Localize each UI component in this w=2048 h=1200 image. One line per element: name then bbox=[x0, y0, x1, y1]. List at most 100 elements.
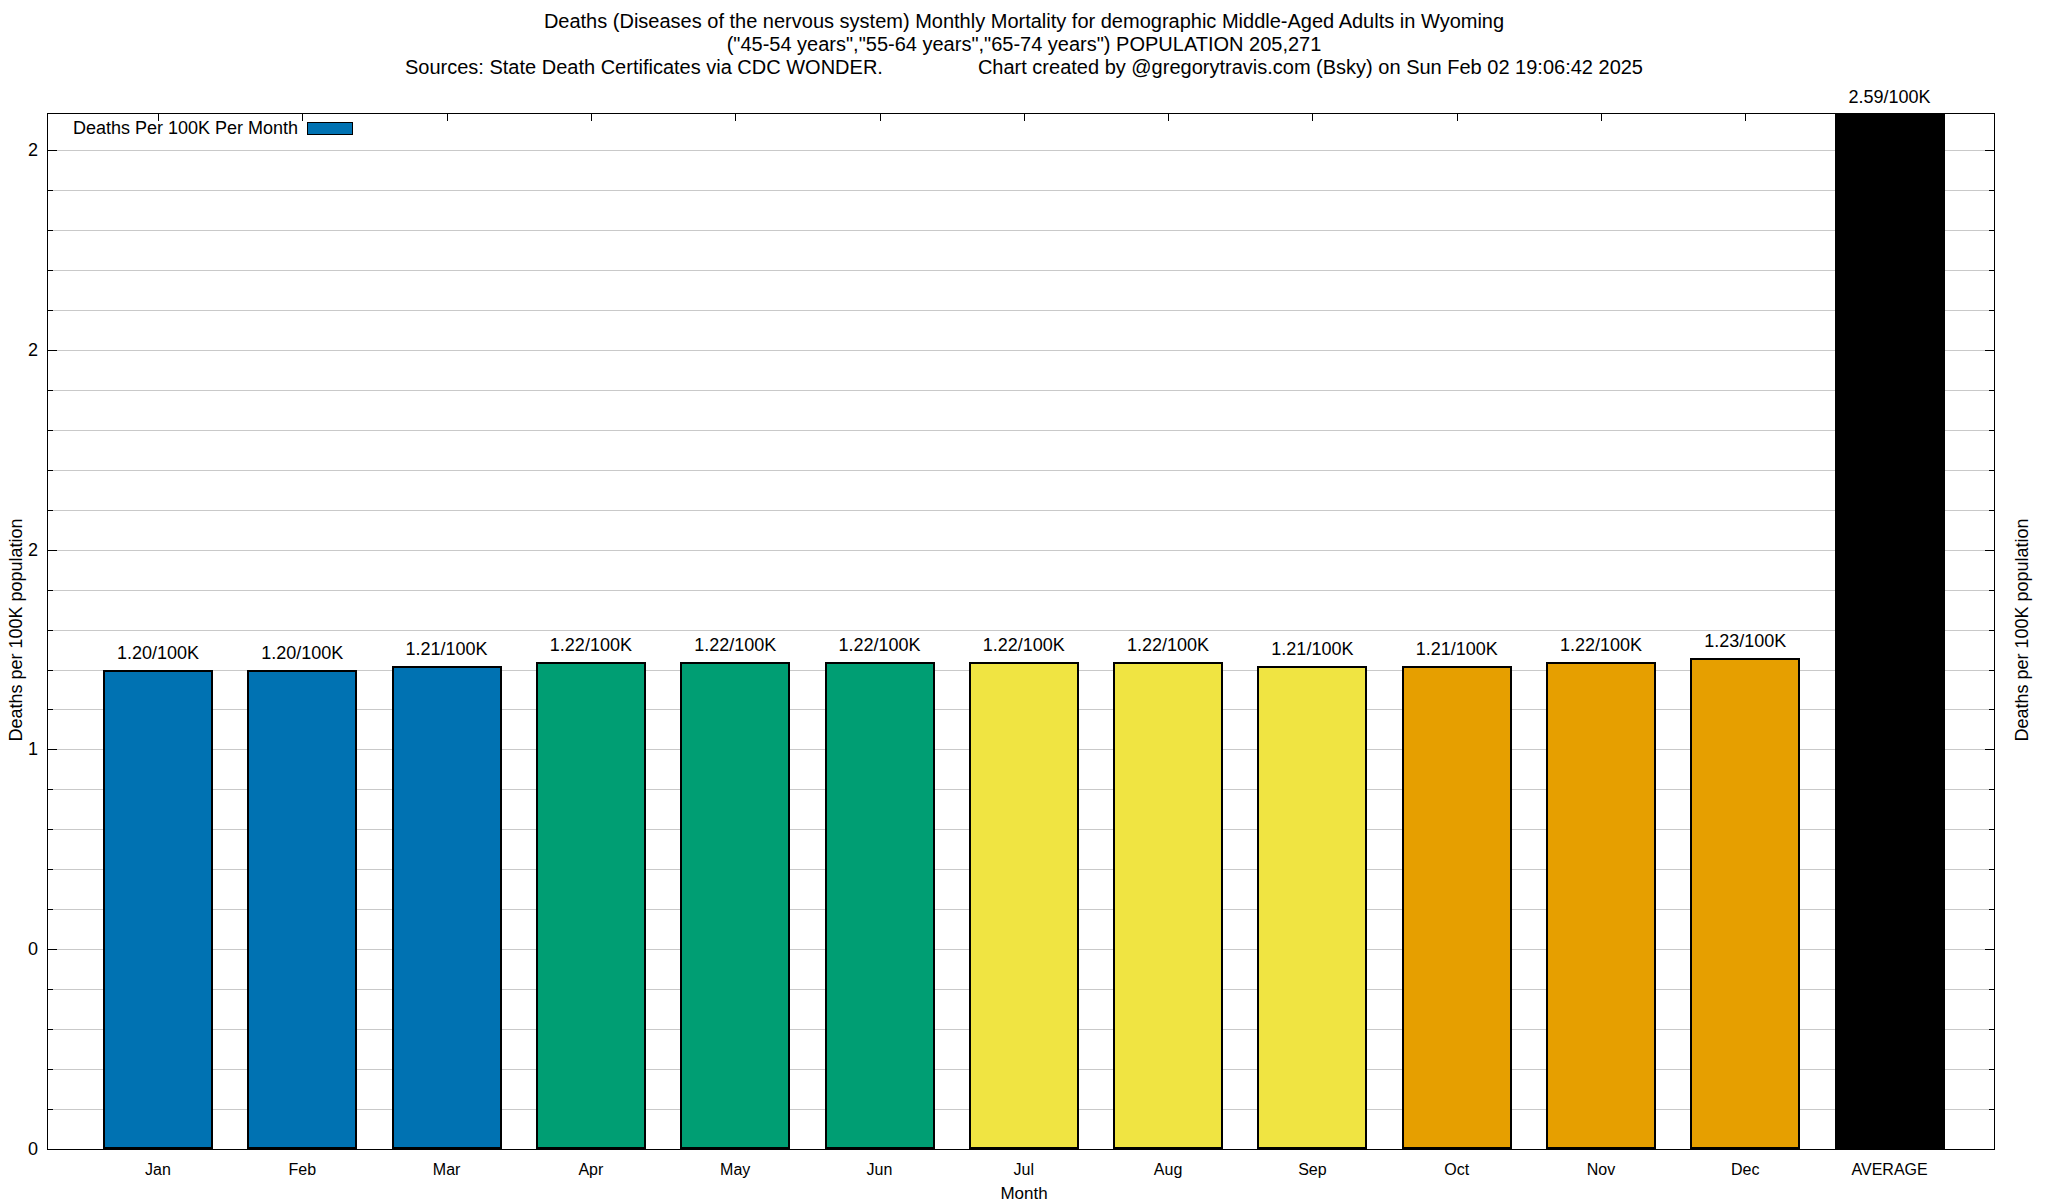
bar-dec bbox=[1690, 658, 1800, 1150]
y-tick-right bbox=[1989, 390, 1994, 391]
x-tick-label-sep: Sep bbox=[1237, 1161, 1387, 1179]
bar-apr bbox=[536, 662, 646, 1150]
y-tick-right bbox=[1989, 510, 1994, 511]
bar-jul bbox=[969, 662, 1079, 1150]
gridline bbox=[48, 150, 1994, 151]
x-tick-label-aug: Aug bbox=[1093, 1161, 1243, 1179]
y-tick-left bbox=[48, 350, 57, 351]
x-tick-label-average: AVERAGE bbox=[1815, 1161, 1965, 1179]
y-tick-left bbox=[48, 190, 53, 191]
x-tick-label-jun: Jun bbox=[805, 1161, 955, 1179]
y-tick-left bbox=[48, 510, 53, 511]
bar-average bbox=[1835, 114, 1945, 1149]
y-tick-right bbox=[1989, 1069, 1994, 1070]
y-tick-right bbox=[1989, 869, 1994, 870]
chart-credit-text: Chart created by @gregorytravis.com (Bsk… bbox=[978, 56, 1643, 78]
chart-title-line3: Sources: State Death Certificates via CD… bbox=[0, 56, 2048, 79]
x-tick-top bbox=[880, 114, 881, 121]
x-tick-top bbox=[302, 114, 303, 121]
x-tick-label-mar: Mar bbox=[372, 1161, 522, 1179]
gridline bbox=[48, 230, 1994, 231]
y-tick-left bbox=[48, 1069, 53, 1070]
x-tick-label-may: May bbox=[660, 1161, 810, 1179]
chart-sources-text: Sources: State Death Certificates via CD… bbox=[405, 56, 883, 78]
y-tick-label: 0 bbox=[6, 939, 38, 959]
plot-area: Deaths Per 100K Per Month 0012221.20/100… bbox=[47, 113, 1995, 1150]
y-tick-left bbox=[48, 390, 53, 391]
chart-title-line2: ("45-54 years","55-64 years","65-74 year… bbox=[0, 33, 2048, 56]
gridline bbox=[48, 350, 1994, 351]
bar-value-label: 2.59/100K bbox=[1805, 87, 1975, 107]
bar-value-label: 1.23/100K bbox=[1660, 631, 1830, 651]
y-tick-right bbox=[1989, 430, 1994, 431]
x-tick-label-apr: Apr bbox=[516, 1161, 666, 1179]
y-tick-left bbox=[48, 150, 57, 151]
bar-jun bbox=[825, 662, 935, 1150]
x-tick-label-oct: Oct bbox=[1382, 1161, 1532, 1179]
y-tick-right bbox=[1989, 470, 1994, 471]
gridline bbox=[48, 310, 1994, 311]
x-tick-label-feb: Feb bbox=[227, 1161, 377, 1179]
x-tick-top bbox=[447, 114, 448, 121]
y-tick-right bbox=[1989, 989, 1994, 990]
y-tick-left bbox=[48, 749, 57, 750]
gridline bbox=[48, 510, 1994, 511]
y-tick-left bbox=[48, 430, 53, 431]
y-tick-label: 0 bbox=[6, 1139, 38, 1159]
gridline bbox=[48, 470, 1994, 471]
y-tick-left bbox=[48, 270, 53, 271]
bar-feb bbox=[247, 670, 357, 1150]
x-tick-top bbox=[158, 114, 159, 121]
x-tick-top bbox=[735, 114, 736, 121]
y-tick-right bbox=[1985, 749, 1994, 750]
y-tick-left bbox=[48, 230, 53, 231]
y-tick-label: 2 bbox=[6, 340, 38, 360]
x-tick-top bbox=[1890, 114, 1891, 121]
y-tick-right bbox=[1989, 709, 1994, 710]
y-tick-right bbox=[1985, 150, 1994, 151]
y-tick-left bbox=[48, 869, 53, 870]
y-tick-right bbox=[1989, 630, 1994, 631]
y-tick-right bbox=[1989, 909, 1994, 910]
y-tick-right bbox=[1985, 949, 1994, 950]
legend: Deaths Per 100K Per Month bbox=[73, 118, 353, 138]
gridline bbox=[48, 270, 1994, 271]
y-tick-label: 2 bbox=[6, 140, 38, 160]
x-axis-label: Month bbox=[0, 1184, 2048, 1200]
y-tick-right bbox=[1985, 550, 1994, 551]
y-tick-right bbox=[1989, 190, 1994, 191]
x-tick-top bbox=[1745, 114, 1746, 121]
gridline bbox=[48, 390, 1994, 391]
gridline bbox=[48, 590, 1994, 591]
y-tick-right bbox=[1989, 1109, 1994, 1110]
x-tick-top bbox=[591, 114, 592, 121]
gridline bbox=[48, 430, 1994, 431]
gridline bbox=[48, 550, 1994, 551]
y-tick-left bbox=[48, 590, 53, 591]
y-tick-label: 1 bbox=[6, 739, 38, 759]
y-tick-right bbox=[1985, 350, 1994, 351]
y-tick-left bbox=[48, 670, 53, 671]
y-tick-right bbox=[1989, 829, 1994, 830]
y-tick-left bbox=[48, 909, 53, 910]
y-tick-right bbox=[1989, 230, 1994, 231]
bar-may bbox=[680, 662, 790, 1150]
y-tick-left bbox=[48, 829, 53, 830]
x-tick-top bbox=[1601, 114, 1602, 121]
x-tick-top bbox=[1024, 114, 1025, 121]
bar-jan bbox=[103, 670, 213, 1150]
y-tick-left bbox=[48, 1029, 53, 1030]
y-tick-right bbox=[1989, 1029, 1994, 1030]
bar-nov bbox=[1546, 662, 1656, 1150]
y-tick-left bbox=[48, 470, 53, 471]
chart-title-line1: Deaths (Diseases of the nervous system) … bbox=[0, 10, 2048, 33]
x-tick-label-nov: Nov bbox=[1526, 1161, 1676, 1179]
bar-aug bbox=[1113, 662, 1223, 1150]
x-tick-top bbox=[1312, 114, 1313, 121]
legend-label: Deaths Per 100K Per Month bbox=[73, 118, 298, 138]
y-axis-label-right: Deaths per 100K population bbox=[2012, 518, 2033, 741]
y-tick-left bbox=[48, 630, 53, 631]
y-tick-left bbox=[48, 1109, 53, 1110]
y-tick-right bbox=[1989, 310, 1994, 311]
x-tick-label-jul: Jul bbox=[949, 1161, 1099, 1179]
